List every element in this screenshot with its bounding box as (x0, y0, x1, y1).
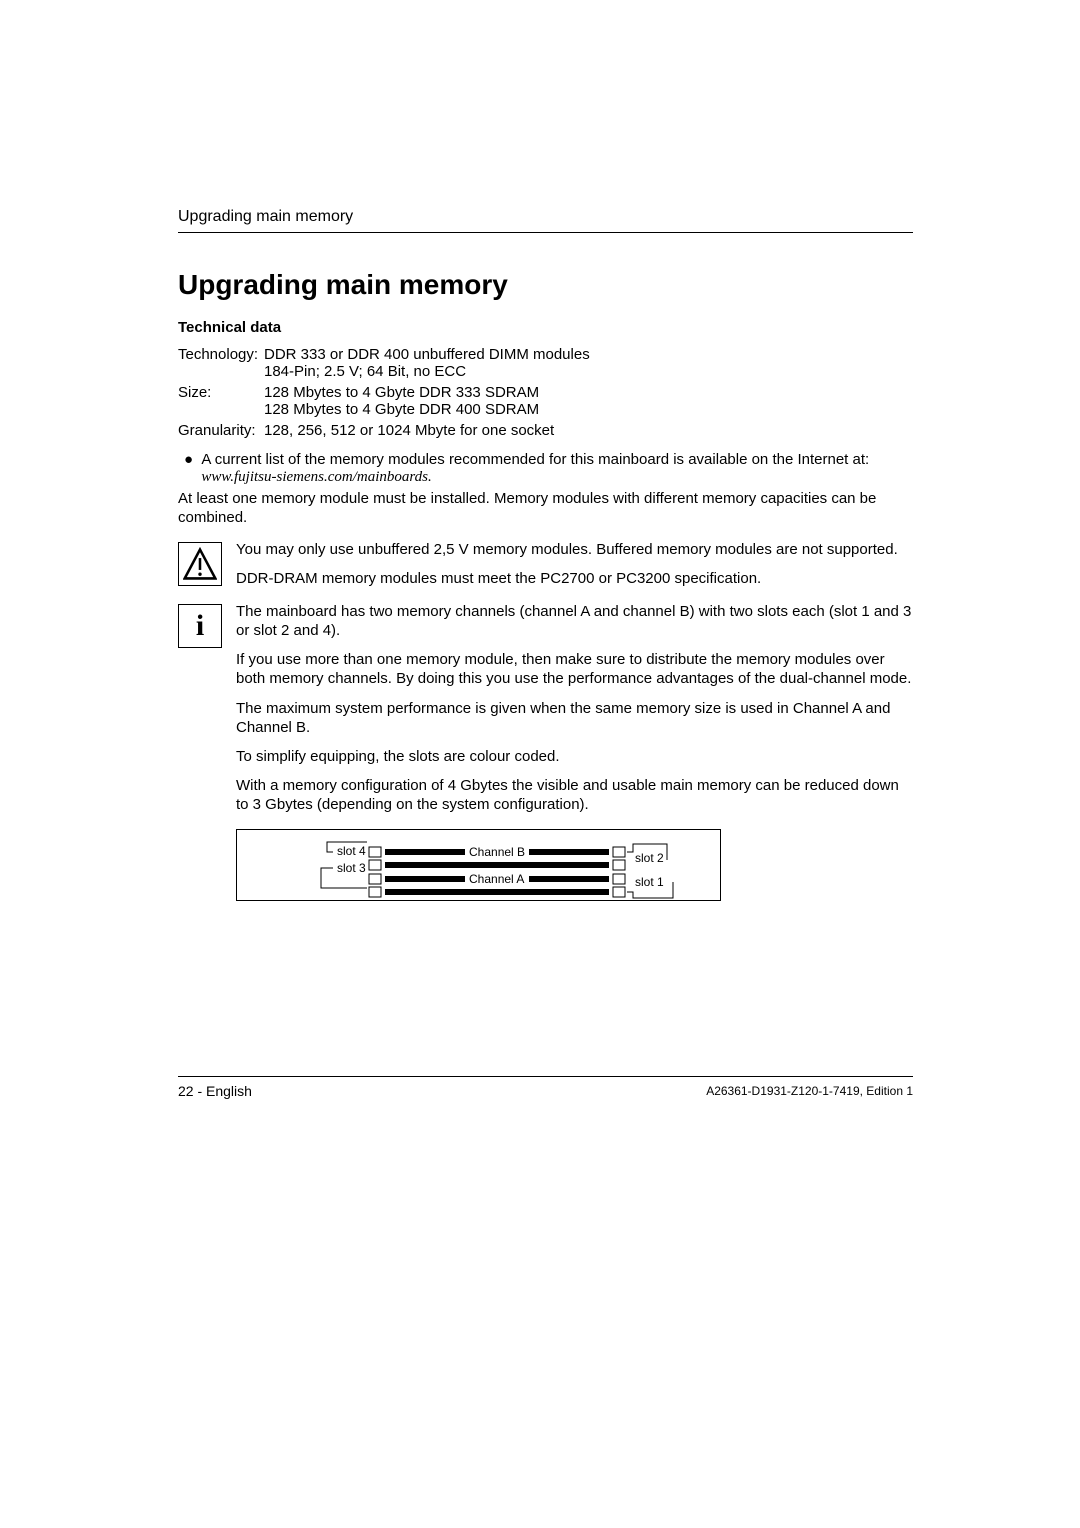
info-note: i The mainboard has two memory channels … (178, 602, 913, 815)
footer-doc-id: A26361-D1931-Z120-1-7419, Edition 1 (706, 1083, 913, 1099)
info-icon: i (178, 604, 222, 648)
rule-top (178, 232, 913, 233)
warning-icon (178, 542, 222, 586)
diagram-label-channelA: Channel A (469, 872, 524, 886)
info-text-5: With a memory configuration of 4 Gbytes … (236, 776, 913, 814)
rule-bottom (178, 1076, 913, 1077)
diagram-label-slot4: slot 4 (337, 844, 366, 858)
bullet-item: ● A current list of the memory modules r… (178, 451, 913, 486)
diagram-label-slot2: slot 2 (635, 851, 664, 865)
tech-value-granularity: 128, 256, 512 or 1024 Mbyte for one sock… (264, 420, 590, 441)
info-text-1: The mainboard has two memory channels (c… (236, 602, 913, 640)
diagram-label-channelB: Channel B (469, 845, 525, 859)
technical-data-table: Technology: DDR 333 or DDR 400 unbuffere… (178, 344, 590, 441)
warning-note: You may only use unbuffered 2,5 V memory… (178, 540, 913, 588)
footer-page-number: 22 - English (178, 1083, 252, 1099)
tech-label-size: Size: (178, 382, 264, 420)
warning-text-2: DDR-DRAM memory modules must meet the PC… (236, 569, 913, 588)
tech-value-technology: DDR 333 or DDR 400 unbuffered DIMM modul… (264, 344, 590, 382)
technical-data-heading: Technical data (178, 319, 913, 336)
running-header: Upgrading main memory (178, 208, 913, 226)
info-text-3: The maximum system performance is given … (236, 699, 913, 737)
info-text-4: To simplify equipping, the slots are col… (236, 747, 913, 766)
tech-value-size: 128 Mbytes to 4 Gbyte DDR 333 SDRAM 128 … (264, 382, 590, 420)
page-title: Upgrading main memory (178, 269, 913, 301)
diagram-label-slot1: slot 1 (635, 875, 664, 889)
diagram-label-slot3: slot 3 (337, 861, 366, 875)
bullet-dot-icon: ● (178, 451, 201, 486)
info-text-2: If you use more than one memory module, … (236, 650, 913, 688)
warning-text-1: You may only use unbuffered 2,5 V memory… (236, 540, 913, 559)
tech-label-technology: Technology: (178, 344, 264, 382)
paragraph-combine: At least one memory module must be insta… (178, 490, 913, 528)
tech-label-granularity: Granularity: (178, 420, 264, 441)
memory-slot-diagram: slot 4 slot 3 Channel B Channel A (236, 829, 721, 901)
